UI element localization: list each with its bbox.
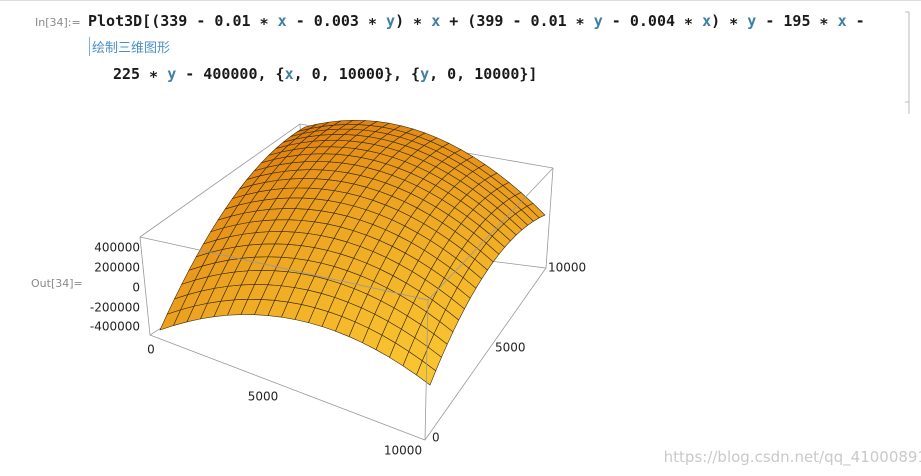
output-label: Out[34]= <box>31 277 83 290</box>
watermark: https://blog.csdn.net/qq_41000891 <box>663 448 921 466</box>
z-tick-label: -200000 <box>90 301 140 315</box>
variable: x <box>277 12 287 30</box>
code-token: - 0.004 ∗ <box>602 12 703 30</box>
code-token: ) ∗ <box>395 12 432 30</box>
variable: y <box>593 12 603 30</box>
x-tick-label: 0 <box>147 343 155 357</box>
variable: y <box>386 12 396 30</box>
surface <box>159 119 546 386</box>
variable: x <box>837 12 847 30</box>
z-tick-label: 0 <box>132 281 140 295</box>
box-front <box>139 167 554 441</box>
annotation: 绘制三维图形 <box>89 37 170 56</box>
code-token: Plot3D[(339 - 0.01 ∗ <box>88 12 278 30</box>
z-tick-label: 400000 <box>94 241 140 255</box>
code-token: , 0, 10000}, { <box>293 65 421 83</box>
y-tick-label: 5000 <box>495 341 526 355</box>
code-token: , 0, 10000}] <box>429 65 538 83</box>
variable: x <box>702 12 712 30</box>
input-label: In[34]:= <box>35 16 81 29</box>
variable: y <box>167 65 177 83</box>
y-tick-label: 0 <box>432 431 440 445</box>
code-token: - 0.003 ∗ <box>286 12 387 30</box>
x-tick-label: 10000 <box>384 444 422 458</box>
variable: y <box>747 12 757 30</box>
surface-patch <box>526 203 546 219</box>
z-tick-label: 200000 <box>94 261 140 275</box>
x-tick-label: 5000 <box>248 390 279 404</box>
input-line[interactable]: Plot3D[(339 - 0.01 ∗ x - 0.003 ∗ y) ∗ x … <box>88 12 865 30</box>
variable: x <box>284 65 294 83</box>
variable: y <box>420 65 430 83</box>
code-token: - 400000, { <box>176 65 285 83</box>
code-token: + (399 - 0.01 ∗ <box>440 12 594 30</box>
variable: x <box>431 12 441 30</box>
cell-bracket <box>905 11 910 114</box>
code-token: ) ∗ <box>711 12 748 30</box>
input-line[interactable]: 225 ∗ y - 400000, {x, 0, 10000}, {y, 0, … <box>113 65 537 83</box>
code-token: 225 ∗ <box>113 65 168 83</box>
code-token: - 195 ∗ <box>756 12 838 30</box>
y-tick-label: 10000 <box>548 261 586 275</box>
z-tick-label: -400000 <box>90 320 140 334</box>
code-token: - <box>846 12 865 30</box>
cell-border <box>0 0 921 1</box>
